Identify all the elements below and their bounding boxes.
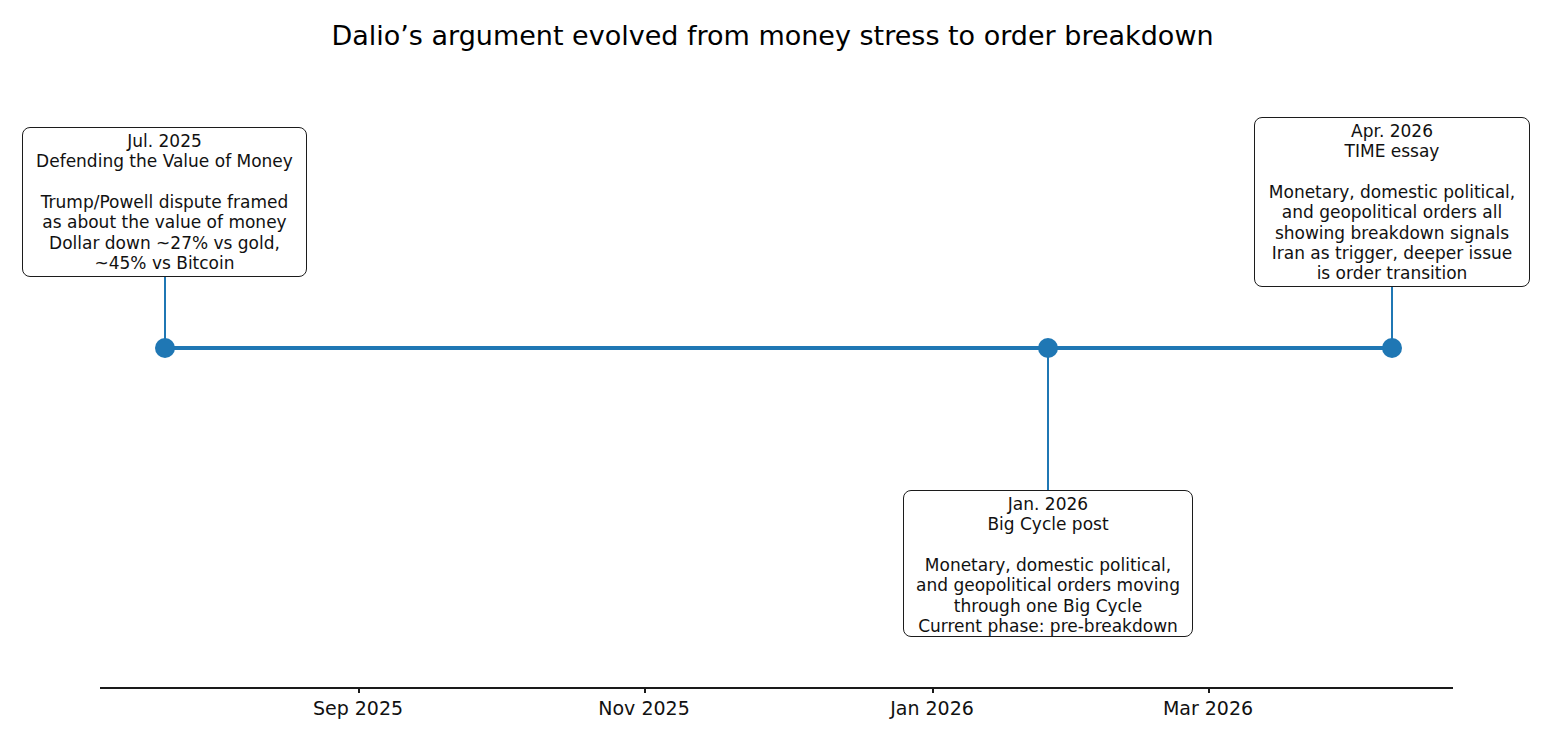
x-axis-tick <box>644 688 646 693</box>
timeline-figure: Dalio’s argument evolved from money stre… <box>0 0 1545 734</box>
x-axis-tick-label: Nov 2025 <box>598 697 689 719</box>
x-axis-tick-label: Jan 2026 <box>890 697 974 719</box>
x-axis-tick <box>1208 688 1210 693</box>
x-axis-tick <box>358 688 360 693</box>
event-body: Monetary, domestic political, and geopol… <box>908 555 1188 637</box>
x-axis-tick-label: Sep 2025 <box>313 697 403 719</box>
event-date: Apr. 2026 <box>1259 121 1525 141</box>
event-box-apr-2026: Apr. 2026 TIME essay Monetary, domestic … <box>1254 117 1530 287</box>
event-box-jul-2025: Jul. 2025 Defending the Value of Money T… <box>22 127 307 277</box>
chart-title: Dalio’s argument evolved from money stre… <box>0 20 1545 51</box>
x-axis-tick <box>932 688 934 693</box>
event-body: Monetary, domestic political, and geopol… <box>1259 182 1525 284</box>
event-marker-jan-2026 <box>1038 338 1058 358</box>
event-date: Jul. 2025 <box>27 131 302 151</box>
event-marker-apr-2026 <box>1382 338 1402 358</box>
event-headline: Defending the Value of Money <box>27 151 302 171</box>
event-stem-jan-2026 <box>1047 348 1049 490</box>
event-date: Jan. 2026 <box>908 494 1188 514</box>
event-body: Trump/Powell dispute framed as about the… <box>27 192 302 274</box>
event-marker-jul-2025 <box>155 338 175 358</box>
event-headline: TIME essay <box>1259 141 1525 161</box>
event-headline: Big Cycle post <box>908 514 1188 534</box>
event-box-jan-2026: Jan. 2026 Big Cycle post Monetary, domes… <box>903 490 1193 637</box>
x-axis-tick-label: Mar 2026 <box>1163 697 1253 719</box>
x-axis-spine <box>100 687 1453 689</box>
timeline-line <box>165 346 1392 350</box>
